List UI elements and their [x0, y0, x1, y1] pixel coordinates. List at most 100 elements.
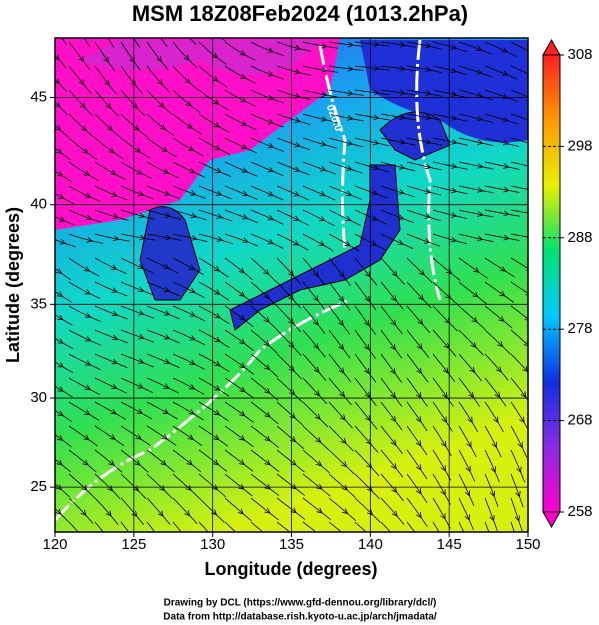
streamline [328, 281, 351, 311]
streamline [250, 185, 284, 201]
streamline [302, 329, 326, 358]
stream-arrow [163, 310, 171, 316]
streamline [198, 41, 227, 65]
stream-arrow [190, 212, 198, 219]
streamline [432, 209, 468, 219]
stream-arrow [214, 144, 221, 150]
credit: Drawing by DCL (https://www.gfd-dennou.o… [164, 598, 437, 609]
stream-arrow [529, 211, 534, 216]
streamline [120, 41, 142, 72]
stream-arrow [187, 434, 194, 440]
streamline [302, 353, 327, 381]
streamline [146, 257, 179, 274]
streamline [328, 41, 364, 47]
streamline [224, 161, 258, 177]
streamline [484, 113, 519, 125]
stream-arrow [495, 366, 502, 373]
stream-arrow [267, 238, 275, 245]
stream-arrow [86, 237, 94, 243]
stream-arrow [472, 291, 479, 298]
stream-arrow [477, 211, 484, 217]
stream-arrow [416, 512, 422, 519]
stream-arrow [58, 216, 66, 222]
stream-arrow [56, 268, 63, 274]
stream-arrow [338, 367, 345, 374]
stream-arrow [391, 510, 398, 517]
streamline [432, 185, 468, 195]
streamline [276, 113, 311, 125]
stream-arrow [514, 515, 520, 522]
streamline [380, 425, 403, 455]
stream-arrow [163, 358, 171, 364]
streamline [120, 401, 153, 420]
streamline [224, 137, 257, 154]
streamline [172, 305, 206, 322]
streamline [146, 41, 169, 71]
stream-arrow [80, 125, 88, 132]
stream-arrow [502, 139, 510, 146]
stream-arrow [267, 166, 275, 173]
streamline [328, 473, 356, 498]
stream-arrow [477, 163, 484, 169]
streamline [380, 41, 416, 48]
streamline [198, 497, 225, 523]
streamline [406, 425, 428, 456]
stream-arrow [465, 538, 470, 544]
streamline [432, 473, 451, 505]
streamline [458, 185, 494, 194]
streamline [94, 305, 128, 320]
stream-arrow [490, 466, 496, 473]
streamline [484, 137, 520, 148]
streamline [302, 305, 326, 334]
stream-arrow [399, 89, 406, 96]
streamline [511, 18, 542, 35]
stream-arrow [137, 263, 144, 269]
streamline [120, 281, 154, 296]
stream-arrow [415, 488, 422, 495]
streamline [406, 233, 441, 247]
stream-arrow [399, 114, 406, 120]
stream-arrow [313, 271, 319, 278]
stream-arrow [529, 164, 534, 169]
streamline [94, 353, 128, 369]
streamline [510, 353, 528, 373]
stream-arrow [188, 384, 196, 390]
streamline [406, 329, 430, 358]
streamline [224, 233, 259, 247]
stream-arrow [338, 271, 345, 278]
stream-arrow [441, 416, 447, 423]
stream-arrow [161, 434, 169, 440]
stream-arrow [464, 514, 470, 521]
streamline [55, 409, 73, 423]
stream-arrow [292, 240, 300, 246]
stream-arrow [138, 212, 146, 219]
streamline [94, 161, 126, 180]
stream-arrow [451, 115, 458, 121]
streamline [432, 281, 460, 307]
streamline [250, 521, 264, 532]
streamline [250, 425, 279, 449]
stream-arrow [186, 123, 194, 129]
stream-arrow [214, 336, 221, 343]
streamline [354, 113, 390, 121]
streamline [380, 185, 415, 198]
streamline [458, 473, 475, 507]
stream-arrow [294, 117, 301, 123]
streamline [432, 449, 452, 481]
streamline [302, 113, 338, 123]
streamline [484, 425, 502, 458]
streamline [172, 209, 207, 221]
stream-arrow [364, 391, 371, 398]
stream-arrow [319, 215, 326, 222]
streamline [458, 425, 477, 457]
stream-arrow [163, 383, 170, 389]
streamline [302, 161, 337, 175]
streamline [354, 137, 390, 147]
x-tick-label: 150 [515, 536, 540, 553]
stream-arrow [184, 510, 191, 517]
streamline [458, 65, 493, 78]
streamline [94, 281, 128, 297]
stream-arrow [338, 343, 345, 351]
stream-arrow [391, 486, 398, 494]
stream-arrow [529, 235, 534, 240]
